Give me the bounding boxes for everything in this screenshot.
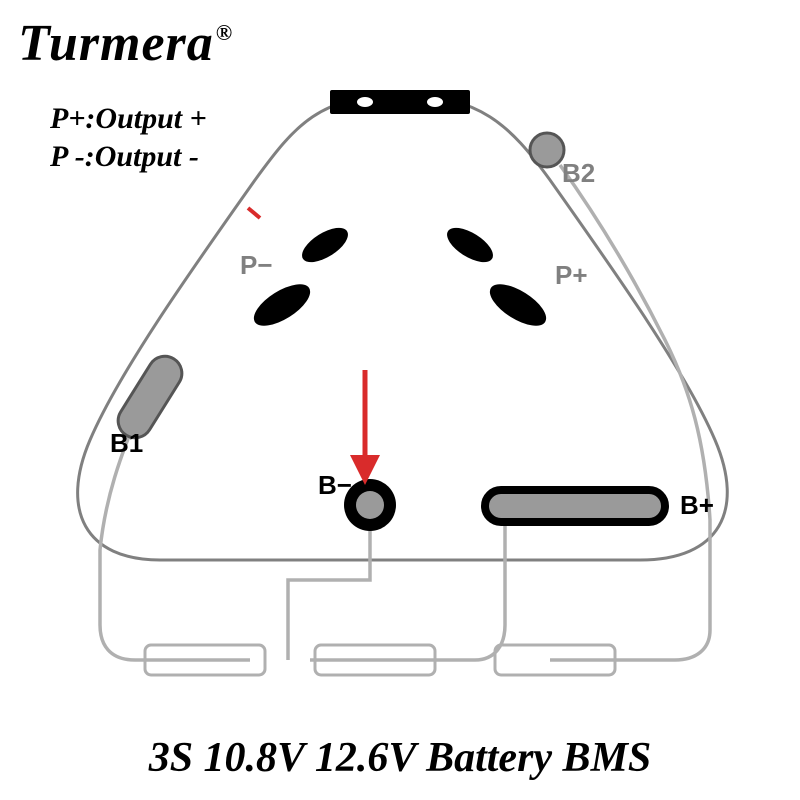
pad-bplus <box>485 490 665 522</box>
top-hole-left <box>357 97 373 107</box>
label-bminus: B− <box>318 470 352 501</box>
label-pminus: P− <box>240 250 273 281</box>
bottom-caption: 3S 10.8V 12.6V Battery BMS <box>0 734 800 782</box>
pad-pplus-2 <box>483 276 552 334</box>
brand-logo: Turmera® <box>18 14 231 73</box>
trademark-symbol: ® <box>216 20 233 45</box>
label-b2: B2 <box>562 158 595 189</box>
pad-pminus-2 <box>247 276 316 334</box>
top-hole-right <box>427 97 443 107</box>
wire-bminus-run <box>288 505 370 660</box>
label-bplus: B+ <box>680 490 714 521</box>
brand-text: Turmera <box>18 15 214 72</box>
pad-b2 <box>530 133 564 167</box>
wire-b2-run <box>550 165 710 660</box>
label-pplus: P+ <box>555 260 588 291</box>
pad-pplus-1 <box>442 221 499 269</box>
pad-pminus-1 <box>297 221 354 269</box>
wire-pplus-run <box>310 505 505 660</box>
bms-wiring-diagram <box>50 70 750 720</box>
pad-bminus-inner <box>356 491 384 519</box>
red-tick <box>248 208 260 218</box>
label-b1: B1 <box>110 428 143 459</box>
top-connector-bar <box>330 90 470 114</box>
